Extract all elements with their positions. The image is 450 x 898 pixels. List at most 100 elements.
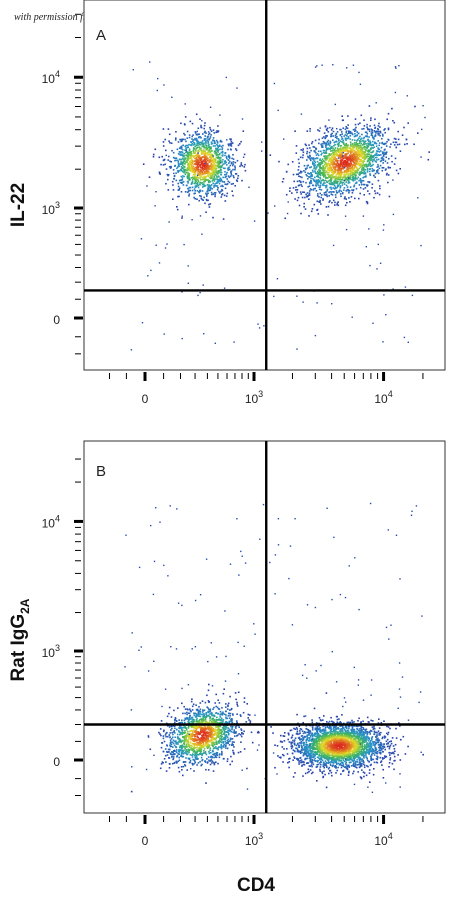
scatter-point: [210, 157, 212, 159]
scatter-point: [342, 139, 344, 142]
scatter-point: [199, 291, 201, 294]
scatter-point: [331, 182, 334, 185]
scatter-point: [348, 190, 351, 192]
scatter-point: [244, 169, 247, 172]
scatter-point: [212, 193, 214, 195]
scatter-point: [379, 126, 381, 128]
scatter-point: [210, 134, 212, 136]
scatter-point: [229, 763, 231, 766]
scatter-point: [219, 741, 222, 743]
scatter-point: [239, 143, 241, 145]
scatter-point: [210, 736, 213, 738]
scatter-point: [199, 177, 201, 179]
scatter-point: [192, 176, 194, 178]
scatter-point: [180, 151, 183, 153]
scatter-point: [166, 243, 168, 245]
scatter-point: [201, 734, 203, 737]
scatter-point: [192, 171, 195, 173]
scatter-point: [192, 743, 195, 746]
scatter-point: [178, 759, 181, 762]
scatter-point: [361, 180, 363, 182]
scatter-point: [172, 742, 175, 745]
scatter-point: [195, 137, 198, 140]
scatter-point: [218, 190, 220, 193]
scatter-point: [213, 752, 216, 755]
scatter-point: [216, 743, 218, 745]
scatter-point: [200, 137, 202, 139]
scatter-point: [191, 725, 193, 727]
scatter-point: [195, 113, 198, 116]
scatter-point: [310, 177, 312, 180]
scatter-point: [199, 744, 201, 747]
scatter-point: [368, 105, 371, 107]
scatter-point: [347, 137, 349, 140]
scatter-point: [377, 132, 379, 135]
scatter-point: [220, 179, 223, 182]
scatter-point: [209, 153, 211, 155]
scatter-point: [243, 697, 246, 699]
scatter-point: [350, 163, 353, 166]
scatter-point: [216, 185, 219, 187]
scatter-point: [181, 177, 184, 179]
scatter-point: [203, 158, 206, 161]
scatter-point: [195, 163, 197, 166]
scatter-point: [372, 159, 374, 161]
scatter-point: [333, 188, 336, 190]
scatter-point: [219, 710, 222, 713]
scatter-point: [186, 151, 189, 154]
scatter-point: [213, 176, 216, 178]
scatter-point: [309, 130, 311, 132]
scatter-point: [192, 151, 195, 153]
scatter-point: [194, 740, 197, 742]
scatter-point: [191, 186, 194, 189]
scatter-point: [237, 177, 239, 180]
scatter-point: [179, 739, 182, 741]
scatter-point: [368, 143, 371, 145]
scatter-point: [226, 736, 229, 739]
scatter-point: [180, 161, 182, 163]
scatter-point: [298, 175, 300, 177]
scatter-point: [233, 753, 235, 755]
scatter-point: [321, 145, 323, 147]
scatter-point: [198, 742, 200, 744]
scatter-point: [326, 135, 328, 137]
scatter-point: [185, 140, 187, 143]
scatter-point: [214, 747, 216, 749]
scatter-point: [197, 140, 199, 143]
scatter-point: [362, 160, 364, 163]
scatter-point: [168, 751, 170, 753]
scatter-point: [363, 142, 365, 145]
scatter-point: [309, 182, 311, 185]
scatter-point: [203, 727, 205, 729]
scatter-point: [226, 157, 228, 160]
scatter-point: [238, 726, 240, 728]
scatter-point: [315, 167, 317, 169]
scatter-point: [221, 154, 223, 157]
scatter-point: [328, 191, 330, 194]
scatter-point: [216, 729, 219, 732]
scatter-point: [335, 140, 337, 143]
scatter-point: [340, 136, 343, 138]
scatter-point: [348, 157, 350, 159]
scatter-point: [177, 743, 179, 745]
scatter-point: [188, 751, 190, 754]
scatter-point: [318, 180, 321, 182]
scatter-point: [355, 158, 358, 160]
scatter-point: [376, 171, 378, 174]
scatter-point: [337, 166, 340, 169]
scatter-point: [313, 179, 315, 181]
scatter-point: [203, 196, 205, 199]
scatter-point: [340, 148, 343, 151]
scatter-point: [338, 164, 340, 167]
scatter-point: [306, 147, 309, 150]
scatter-point: [213, 175, 216, 177]
scatter-point: [200, 160, 203, 163]
scatter-point: [187, 177, 189, 180]
scatter-point: [214, 193, 216, 196]
scatter-point: [377, 243, 379, 246]
scatter-point: [334, 150, 336, 153]
scatter-point: [330, 135, 333, 137]
scatter-point: [209, 719, 211, 721]
scatter-point: [362, 730, 364, 733]
scatter-point: [180, 163, 183, 165]
